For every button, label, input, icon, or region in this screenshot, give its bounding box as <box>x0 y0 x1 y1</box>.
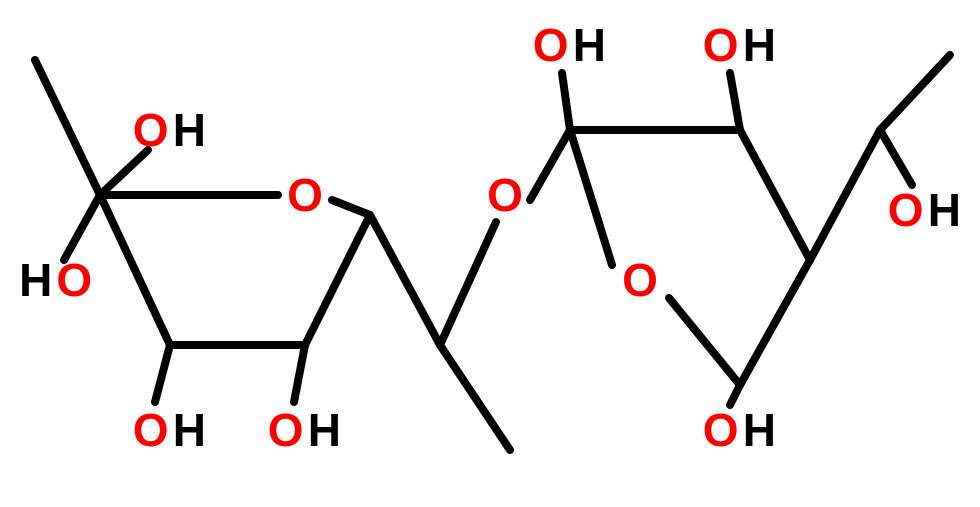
bond <box>100 195 170 345</box>
atom-O: O <box>533 19 569 71</box>
bond <box>880 130 912 185</box>
atom-O: O <box>133 104 169 156</box>
atom-H: H <box>743 404 776 456</box>
atom-H: H <box>308 404 341 456</box>
atom-O: O <box>703 19 739 71</box>
bond <box>332 200 370 215</box>
bond <box>740 130 810 260</box>
atom-O: O <box>268 404 304 456</box>
atom-H: H <box>173 404 206 456</box>
atom-O: O <box>622 254 658 306</box>
bond <box>305 215 370 345</box>
atom-O: O <box>56 254 92 306</box>
atom-H: H <box>743 19 776 71</box>
atom-O: O <box>703 404 739 456</box>
atom-H: H <box>928 184 961 236</box>
bond <box>100 150 148 195</box>
bond <box>669 298 740 385</box>
atom-O: O <box>487 169 523 221</box>
bond <box>810 130 880 260</box>
bond <box>880 55 950 130</box>
bond <box>294 345 305 402</box>
bond <box>740 260 810 385</box>
bond <box>562 73 570 130</box>
bond <box>730 73 740 130</box>
atom-O: O <box>888 184 924 236</box>
bond <box>35 60 100 195</box>
atom-H: H <box>573 19 606 71</box>
atom-O: O <box>287 169 323 221</box>
bond <box>570 130 612 265</box>
atom-H: H <box>19 254 52 306</box>
atom-H: H <box>173 104 206 156</box>
bond <box>530 130 570 200</box>
bond <box>64 195 100 260</box>
atom-O: O <box>133 404 169 456</box>
molecule-diagram: OHHOOHOHOOOOHOHOHOH <box>0 0 980 507</box>
bond <box>155 345 170 402</box>
bond <box>440 345 510 450</box>
bond <box>440 222 496 345</box>
bond <box>370 215 440 345</box>
